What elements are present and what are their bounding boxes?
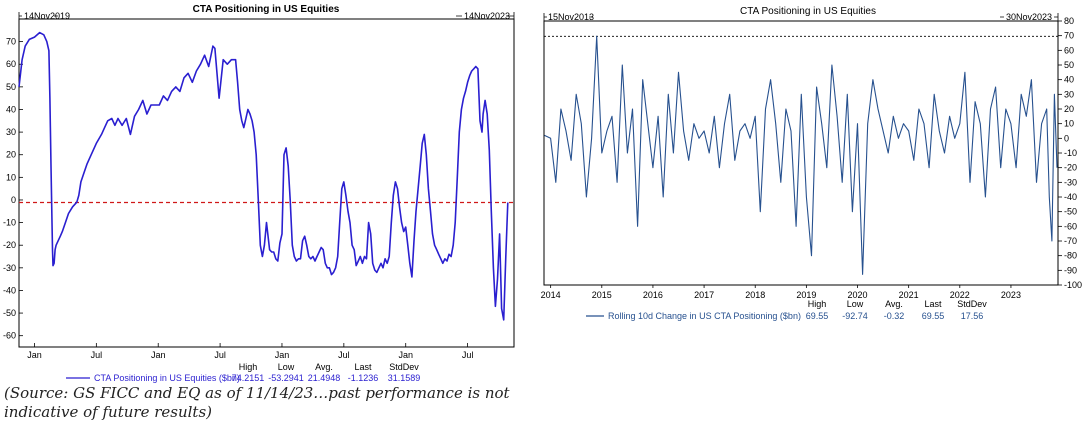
chart2-y-tick-label: -50 — [1064, 207, 1077, 217]
chart2-plot-frame — [543, 20, 1059, 286]
chart2-x-tick-label: 2022 — [950, 290, 970, 300]
source-caption: (Source: GS FICC and EQ as of 11/14/23…p… — [4, 384, 510, 421]
chart1-end-label: 14Nov2023 — [464, 11, 510, 21]
chart2-x-tick-label: 2020 — [847, 290, 867, 300]
chart2-x-tick-label: 2019 — [796, 290, 816, 300]
chart2-start-marker: 15Nov2013 — [543, 11, 594, 23]
chart1-stat-value: -1.1236 — [348, 373, 379, 383]
chart2-x-axis: 2014 2015 2016 2017 2018 2019 2020 2021 2022 2023 — [541, 285, 1021, 300]
chart1-stat-value: 74.2151 — [232, 373, 265, 383]
chart1-x-tick-label: Jan — [275, 350, 290, 360]
chart2-stat-value: -92.74 — [842, 311, 868, 321]
chart2-stat-value: 69.55 — [922, 311, 945, 321]
chart2-y-tick-label: 50 — [1064, 60, 1074, 70]
chart2-x-tick-label: 2015 — [592, 290, 612, 300]
chart2-end-marker: 30Nov2023 — [1000, 11, 1059, 23]
chart1-series-line — [18, 31, 509, 321]
chart2-legend-label: Rolling 10d Change in US CTA Positioning… — [608, 311, 801, 321]
chart1-start-label: 14Nov2019 — [24, 11, 70, 21]
chart2-stats: High 69.55 Low -92.74 Avg. -0.32 Last 69.55 StdD… — [806, 299, 988, 321]
chart2-stat-value: 17.56 — [961, 311, 984, 321]
chart1-x-tick-label: Jan — [398, 350, 413, 360]
chart1-y-tick-label: 0 — [11, 195, 16, 205]
chart2-x-tick-label: 2014 — [541, 290, 561, 300]
chart2-title: CTA Positioning in US Equities — [740, 6, 876, 17]
chart2-stat-value: -0.32 — [884, 311, 905, 321]
chart2-end-label: 30Nov2023 — [1006, 12, 1052, 22]
chart1-x-tick-label: Jan — [151, 350, 166, 360]
chart1-end-marker: 14Nov2023 — [456, 10, 515, 22]
chart2-y-tick-label: 80 — [1064, 16, 1074, 26]
chart2-y-tick-label: -30 — [1064, 177, 1077, 187]
chart2-x-tick-label: 2016 — [643, 290, 663, 300]
chart-rolling-10d-change-2013-2023: CTA Positioning in US Equities 15Nov2013… — [541, 6, 1082, 321]
chart1-x-tick-label: Jul — [91, 350, 103, 360]
chart2-y-tick-label: -60 — [1064, 221, 1077, 231]
chart-cta-positioning-2019-2023: CTA Positioning in US Equities 14Nov2019… — [3, 4, 515, 383]
chart2-y-tick-label: -100 — [1064, 280, 1082, 290]
chart2-x-tick-label: 2018 — [745, 290, 765, 300]
chart1-y-tick-label: 20 — [6, 150, 16, 160]
chart1-x-tick-label: Jul — [338, 350, 350, 360]
chart1-stat-label: Low — [278, 362, 295, 372]
chart2-stat-label: Last — [924, 299, 942, 309]
chart1-y-tick-label: -40 — [3, 285, 16, 295]
chart2-y-tick-label: 10 — [1064, 119, 1074, 129]
chart2-x-tick-label: 2021 — [899, 290, 919, 300]
chart1-y-tick-label: 70 — [6, 37, 16, 47]
chart2-series-line — [544, 35, 1058, 275]
chart1-x-tick-label: Jan — [27, 350, 42, 360]
chart2-y-tick-label: 70 — [1064, 31, 1074, 41]
chart1-legend: CTA Positioning in US Equities ($bn) — [66, 373, 240, 383]
chart2-y-tick-label: -80 — [1064, 251, 1077, 261]
chart2-y-tick-label: 40 — [1064, 75, 1074, 85]
chart2-y-tick-label: 30 — [1064, 89, 1074, 99]
chart1-y-tick-label: -20 — [3, 240, 16, 250]
chart1-stat-label: Last — [354, 362, 372, 372]
chart1-y-tick-label: 50 — [6, 82, 16, 92]
chart1-stat-label: Avg. — [315, 362, 333, 372]
chart1-stat-value: -53.2941 — [268, 373, 304, 383]
chart1-stat-value: 21.4948 — [308, 373, 341, 383]
chart1-y-tick-label: -50 — [3, 308, 16, 318]
chart2-x-tick-label: 2017 — [694, 290, 714, 300]
chart2-stat-label: High — [808, 299, 827, 309]
chart1-y-tick-label: 40 — [6, 104, 16, 114]
chart1-stat-value: 31.1589 — [388, 373, 421, 383]
chart1-legend-label: CTA Positioning in US Equities ($bn) — [94, 373, 240, 383]
chart2-stat-value: 69.55 — [806, 311, 829, 321]
chart1-x-axis: Jan Jul Jan Jul Jan Jul Jan Jul — [27, 343, 473, 360]
chart1-stat-label: High — [239, 362, 258, 372]
chart1-stat-label: StdDev — [389, 362, 419, 372]
chart2-y-tick-label: -90 — [1064, 265, 1077, 275]
chart1-y-axis: 70 60 50 40 30 20 10 0 -10 -20 -30 -40 -50 -60 — [3, 37, 23, 341]
chart1-y-tick-label: -60 — [3, 331, 16, 341]
chart1-start-marker: 14Nov2019 — [18, 10, 70, 22]
chart2-y-tick-label: -70 — [1064, 236, 1077, 246]
chart1-y-tick-label: -30 — [3, 263, 16, 273]
chart2-y-tick-label: -10 — [1064, 148, 1077, 158]
chart2-y-tick-label: 0 — [1064, 133, 1069, 143]
chart2-start-label: 15Nov2013 — [548, 12, 594, 22]
chart1-title: CTA Positioning in US Equities — [193, 4, 340, 15]
chart1-y-tick-label: 30 — [6, 127, 16, 137]
chart2-y-tick-label: -20 — [1064, 163, 1077, 173]
chart2-y-axis: 80 70 60 50 40 30 20 10 0 -10 -20 -30 -40 -50 -60 -70 -8… — [1058, 16, 1082, 290]
chart2-x-tick-label: 2023 — [1001, 290, 1021, 300]
chart2-stat-label: Avg. — [885, 299, 903, 309]
chart1-plot-frame — [18, 18, 515, 348]
chart2-y-tick-label: 20 — [1064, 104, 1074, 114]
chart2-stat-label: Low — [847, 299, 864, 309]
chart1-x-tick-label: Jul — [214, 350, 226, 360]
chart2-stat-label: StdDev — [957, 299, 987, 309]
chart2-y-tick-label: 60 — [1064, 45, 1074, 55]
chart1-y-tick-label: -10 — [3, 218, 16, 228]
chart2-legend: Rolling 10d Change in US CTA Positioning… — [586, 311, 801, 321]
chart1-y-tick-label: 10 — [6, 172, 16, 182]
chart1-x-tick-label: Jul — [462, 350, 474, 360]
chart2-y-tick-label: -40 — [1064, 192, 1077, 202]
chart1-y-tick-label: 60 — [6, 59, 16, 69]
